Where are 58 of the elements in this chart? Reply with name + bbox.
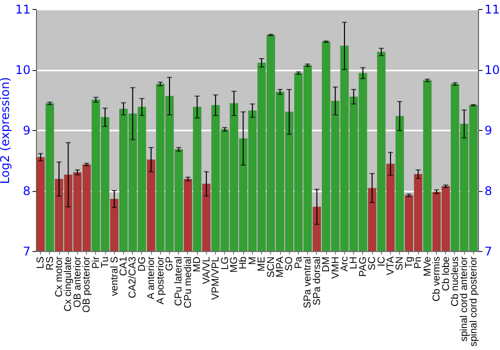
x-tick-label: GP xyxy=(164,256,176,271)
y-tick-label: 10 xyxy=(15,63,30,77)
x-tick-label: Cx cingulate xyxy=(63,256,74,312)
x-tick-label: OB anterior xyxy=(72,256,84,308)
x-tick-label: SPa ventral xyxy=(302,256,314,308)
x-tick-label: A posterior xyxy=(155,256,166,304)
y2-tick-label: 9 xyxy=(484,124,492,138)
x-tick-label: M xyxy=(247,256,258,265)
x-tick-label: CA2/CA3 xyxy=(128,256,139,298)
x-tick-label: IC xyxy=(376,256,388,266)
x-tick-label: SCN xyxy=(266,256,277,278)
x-tick-label: ME xyxy=(256,256,268,272)
x-tick-label: LG xyxy=(220,256,231,270)
x-tick-label: LS xyxy=(36,256,47,269)
x-tick-label: Hb xyxy=(238,256,250,270)
y-axis-title: Log2 (expression) xyxy=(0,77,12,184)
y2-tick-label: 10 xyxy=(484,63,500,77)
x-tick-label: Pir xyxy=(90,256,102,269)
x-tick-label: SC xyxy=(367,256,378,270)
x-tick-label: Pn xyxy=(413,256,424,269)
x-tick-label: CA1 xyxy=(118,256,130,276)
x-tick-label: Tg xyxy=(404,256,415,268)
y-tick-label: 7 xyxy=(22,244,30,258)
y2-tick-label: 8 xyxy=(484,184,492,198)
y-tick-label: 9 xyxy=(22,124,30,138)
y2-tick-label: 11 xyxy=(484,2,500,16)
x-tick-label: PAG xyxy=(358,256,369,277)
x-tick-label: MPA xyxy=(275,256,286,278)
x-tick-label: Cb vermis xyxy=(432,256,443,302)
x-tick-label: SN xyxy=(394,256,406,270)
x-tick-label: SPa dorsal xyxy=(312,256,323,306)
x-tick-label: OB posterior xyxy=(82,256,93,313)
y-tick-label: 8 xyxy=(22,184,30,198)
x-tick-label: Pa xyxy=(293,256,304,269)
x-tick-label: A anterior xyxy=(146,256,158,300)
x-tick-label: spinal cord anterior xyxy=(459,256,470,342)
x-tick-label: spinal cord posterior xyxy=(468,256,480,347)
x-tick-label: RS xyxy=(44,256,56,270)
x-tick-label: CPu medial xyxy=(182,256,194,308)
x-tick-label: CPu lateral xyxy=(174,256,185,306)
x-tick-label: VA/VL xyxy=(201,256,212,284)
y2-tick-label: 7 xyxy=(484,244,492,258)
y-tick-label: 11 xyxy=(15,2,30,16)
x-tick-label: Cb nucleus xyxy=(450,256,461,307)
x-tick-label: SO xyxy=(284,256,296,271)
x-tick-label: DM xyxy=(321,256,332,272)
x-tick-label: MG xyxy=(228,256,240,273)
x-tick-label: LH xyxy=(348,256,360,270)
x-tick-label: MVe xyxy=(422,256,434,277)
x-tick-label: Arc xyxy=(339,256,350,272)
x-tick-label: DG xyxy=(136,256,148,272)
x-tick-label: ventral S xyxy=(109,256,120,296)
x-tick-label: Tu xyxy=(100,256,112,268)
x-tick-label: VPM/VPL xyxy=(210,256,222,300)
x-tick-label: VTA xyxy=(386,256,397,276)
x-tick-label: Cb lobe xyxy=(440,256,452,291)
x-tick-label: MD xyxy=(192,256,204,272)
x-tick-label: VMH xyxy=(330,256,342,279)
